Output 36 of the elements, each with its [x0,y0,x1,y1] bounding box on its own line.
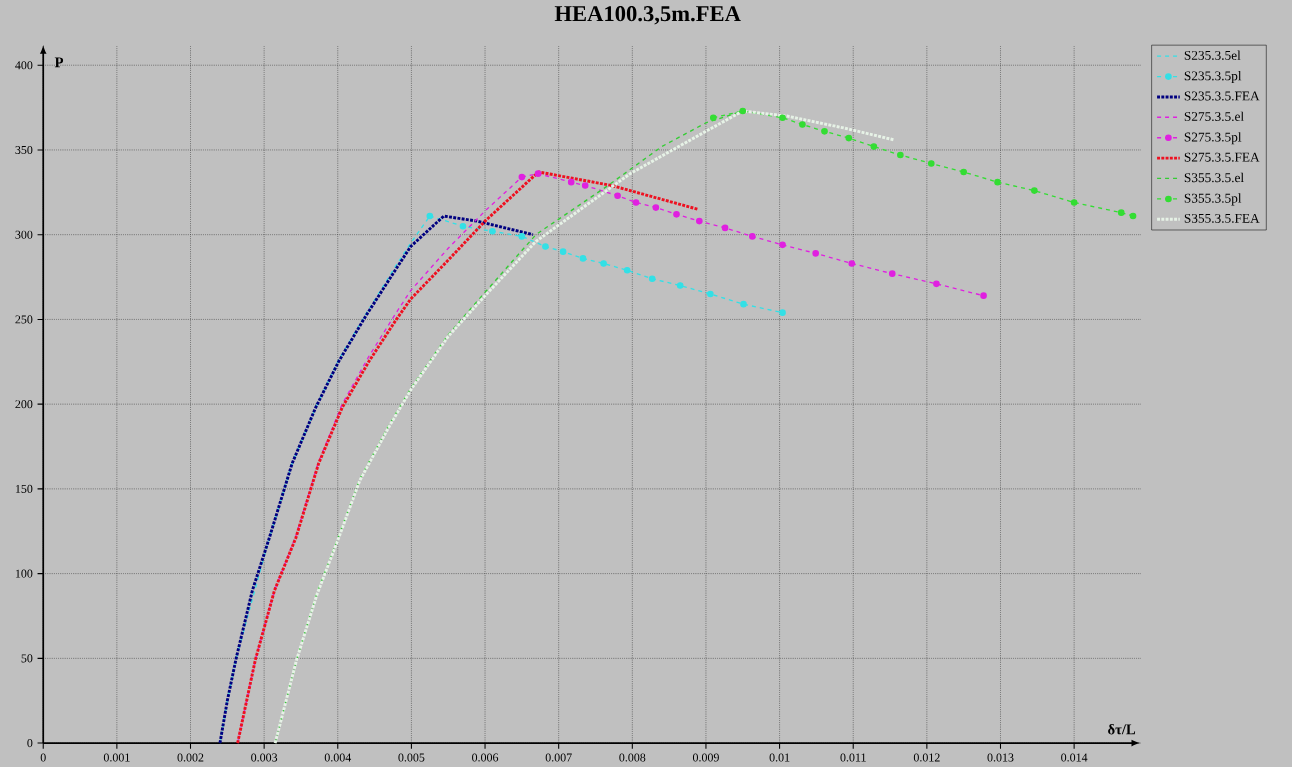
x-tick-label: 0.002 [177,753,204,762]
legend-label: S275.3.5.el [1184,111,1244,122]
y-axis-title: P [54,57,64,68]
y-tick-label: 300 [15,230,33,239]
legend-label: S275.3.5pl [1184,132,1242,145]
x-tick-label: 0.012 [913,753,940,762]
x-tick-label: 0.001 [103,753,130,762]
x-tick-label: 0.013 [987,753,1014,762]
x-tick-label: 0.003 [251,753,278,762]
x-tick-label: 0.004 [324,753,352,762]
y-tick-label: 250 [15,315,33,324]
x-axis-title: δτ/L [1108,723,1136,735]
x-tick-label: 0.006 [472,753,499,762]
y-tick-label: 200 [15,400,33,409]
y-tick-label: 50 [21,654,33,663]
y-tick-label: 350 [15,145,33,154]
x-tick-label: 0.007 [545,753,572,762]
legend-label: S235.3.5pl [1184,70,1242,84]
y-tick-label: 400 [15,61,33,70]
chart-title: HEA100.3,5m.FEA [554,6,741,25]
legend-label: S355.3.5.el [1184,172,1244,183]
x-tick-label: 0.009 [692,753,719,762]
x-tick-label: 0.014 [1061,753,1088,762]
x-tick-label: 0.005 [398,753,425,762]
x-tick-label: 0.008 [619,753,646,762]
x-tick-label: 0 [40,753,46,762]
legend-label: S235.3.5.FEA [1184,91,1260,101]
y-tick-label: 100 [15,569,33,578]
y-tick-label: 150 [15,484,33,493]
legend-label: S235.3.5el [1184,50,1241,60]
legend-label: S355.3.5pl [1184,193,1242,206]
x-tick-label: 0.011 [840,753,866,762]
x-tick-label: 0.01 [769,753,790,762]
y-tick-label: 0 [27,739,33,748]
legend-label: S355.3.5.FEA [1184,213,1260,223]
legend-label: S275.3.5.FEA [1184,152,1260,162]
